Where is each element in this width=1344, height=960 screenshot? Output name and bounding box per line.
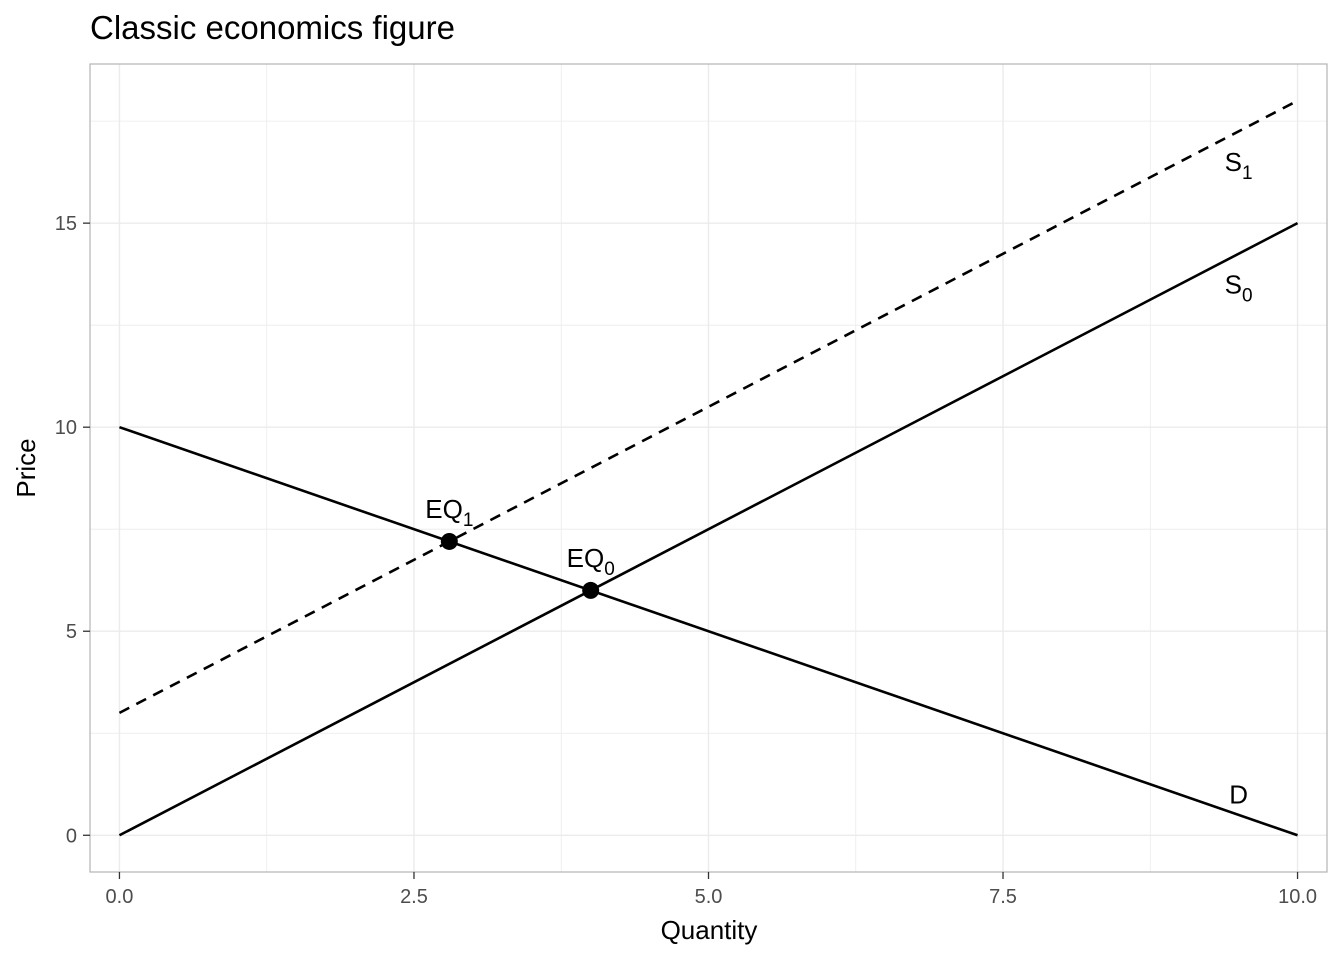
label-s0: S0 xyxy=(1225,269,1253,306)
y-axis-ticks: 0 5 10 15 xyxy=(55,213,90,847)
x-tick-label: 5.0 xyxy=(695,886,723,908)
y-tick-label: 5 xyxy=(66,621,77,643)
y-tick-label: 0 xyxy=(66,825,77,847)
label-eq1: EQ1 xyxy=(425,494,473,531)
point-eq0 xyxy=(582,582,599,599)
x-tick-label: 0.0 xyxy=(106,886,134,908)
point-eq1 xyxy=(441,533,458,550)
x-axis-ticks: 0.0 2.5 5.0 7.5 10.0 xyxy=(106,872,1317,908)
y-axis-title: Price xyxy=(11,438,41,497)
label-eq0: EQ0 xyxy=(567,543,615,580)
label-d: D xyxy=(1229,779,1248,809)
label-s1: S1 xyxy=(1225,147,1253,184)
x-tick-label: 2.5 xyxy=(400,886,428,908)
chart-title: Classic economics figure xyxy=(90,9,455,46)
y-tick-label: 10 xyxy=(55,417,77,439)
x-tick-label: 7.5 xyxy=(989,886,1017,908)
y-tick-label: 15 xyxy=(55,213,77,235)
grid-major xyxy=(90,64,1327,872)
x-axis-title: Quantity xyxy=(661,915,758,945)
x-tick-label: 10.0 xyxy=(1278,886,1317,908)
curve-labels: S1 S0 D EQ1 EQ0 xyxy=(425,147,1252,810)
